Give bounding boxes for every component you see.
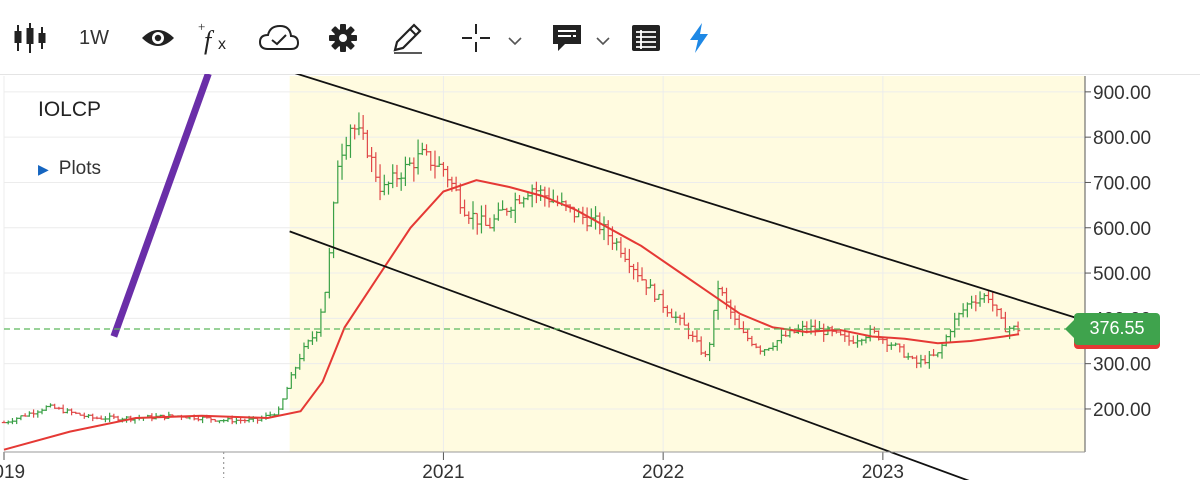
rally-trend-line [110, 74, 212, 338]
table-icon[interactable] [628, 18, 664, 58]
y-tick-label: 500.00 [1093, 264, 1151, 285]
candlestick-icon[interactable] [12, 18, 48, 58]
y-tick-label: 600.00 [1093, 219, 1151, 240]
plots-toggle[interactable]: ▶ Plots [38, 158, 101, 180]
x-tick-label: 2019 [0, 462, 25, 480]
channel-upper-line [294, 74, 1086, 322]
y-tick-label: 300.00 [1093, 355, 1151, 376]
svg-text:f: f [204, 26, 215, 55]
y-tick-label: 200.00 [1093, 400, 1151, 421]
comment-icon[interactable] [548, 18, 586, 58]
timeframe-button[interactable]: 1W [79, 26, 109, 49]
pencil-icon[interactable] [388, 18, 426, 58]
symbol-label: IOLCP [38, 98, 102, 121]
crosshair-icon[interactable] [458, 18, 494, 58]
x-tick-label: 2022 [642, 462, 684, 480]
cloud-icon[interactable] [258, 18, 300, 58]
chart-toolbar: 1W + f x [0, 0, 1200, 75]
chevron-down-icon[interactable] [508, 36, 522, 46]
svg-text:+: + [198, 20, 205, 34]
x-tick-label: 2023 [862, 462, 904, 480]
price-chart[interactable]: 200.00300.00400.00500.00600.00700.00800.… [0, 74, 1200, 480]
chevron-down-icon[interactable] [596, 36, 610, 46]
eye-icon[interactable] [140, 18, 176, 58]
y-tick-label: 800.00 [1093, 128, 1151, 149]
gear-icon[interactable] [326, 18, 360, 58]
current-price-badge: 376.55 [1065, 312, 1160, 345]
y-tick-label: 700.00 [1093, 173, 1151, 194]
y-tick-label: 900.00 [1093, 83, 1151, 104]
channel-lower-line [289, 230, 970, 480]
x-tick-label: 2021 [422, 462, 464, 480]
plots-label: Plots [58, 158, 102, 179]
moving-average-line [3, 179, 1020, 451]
channel-fill [289, 76, 1085, 452]
expand-triangle-icon: ▶ [38, 161, 49, 177]
lightning-icon[interactable] [684, 18, 714, 58]
function-icon[interactable]: + f x [198, 18, 234, 58]
svg-text:x: x [218, 36, 226, 53]
